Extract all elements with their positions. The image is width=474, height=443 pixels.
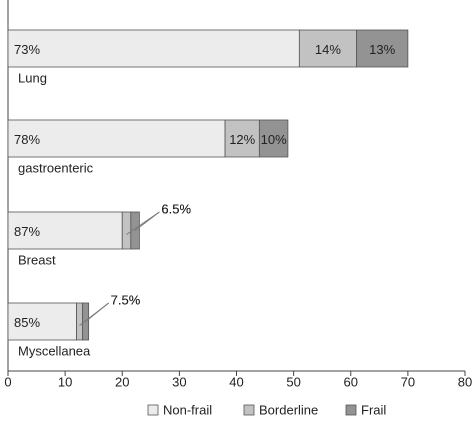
bar-segment — [7, 211, 123, 250]
x-tick-label: 20 — [115, 374, 129, 389]
value-label: 87% — [14, 224, 40, 239]
value-label: 14% — [315, 42, 341, 57]
x-tick-label: 10 — [58, 374, 72, 389]
x-tick-label: 70 — [401, 374, 415, 389]
category-label: Breast — [18, 252, 56, 267]
value-label: 12% — [229, 132, 255, 147]
x-tick-label: 30 — [172, 374, 186, 389]
value-label: 7.5% — [111, 292, 141, 307]
value-label: 85% — [14, 315, 40, 330]
legend-swatch — [147, 404, 159, 416]
x-tick-label: 50 — [286, 374, 300, 389]
x-tick-label: 40 — [229, 374, 243, 389]
bar-segment — [76, 302, 84, 341]
category-label: Myscellanea — [18, 343, 91, 358]
x-tick-label: 0 — [4, 374, 11, 389]
bar-segment — [356, 29, 409, 68]
leader-line — [85, 302, 109, 322]
leader-line — [134, 211, 160, 231]
value-label: 10% — [261, 132, 287, 147]
value-label: 78% — [14, 132, 40, 147]
category-label: gastroenteric — [18, 160, 94, 175]
legend-swatch — [243, 404, 255, 416]
x-tick-label: 60 — [344, 374, 358, 389]
legend-swatch — [345, 404, 357, 416]
value-label: 6.5% — [161, 201, 191, 216]
bar-segment — [7, 302, 77, 341]
legend-label: Frail — [361, 402, 386, 417]
x-tick-label: 80 — [458, 374, 472, 389]
bar-segment — [298, 29, 357, 68]
legend-label: Non-frail — [163, 402, 212, 417]
bar-segment — [7, 119, 226, 158]
bar-segment — [258, 119, 289, 158]
value-label: 73% — [14, 42, 40, 57]
value-label: 7.5% — [111, 292, 141, 307]
value-label: 6.5% — [161, 201, 191, 216]
value-label: 13% — [369, 42, 395, 57]
category-label: Lung — [18, 70, 47, 85]
bar-segment — [121, 211, 132, 250]
legend-label: Borderline — [259, 402, 318, 417]
bar-segment — [7, 29, 300, 68]
